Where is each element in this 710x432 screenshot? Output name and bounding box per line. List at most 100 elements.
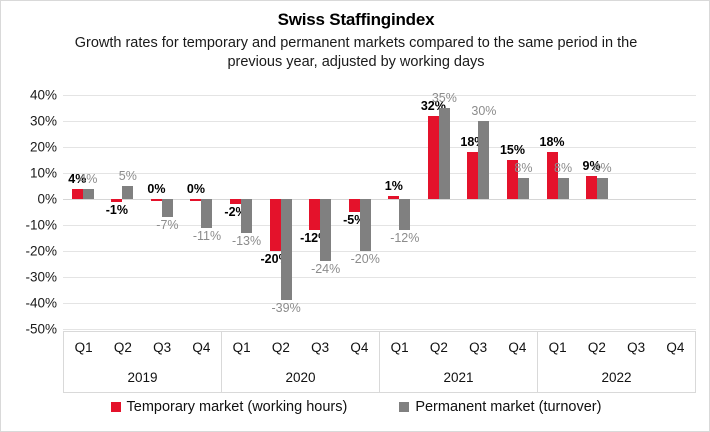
data-label-permanent: 4% <box>79 171 98 186</box>
bar-temporary[interactable] <box>388 196 400 199</box>
bar-temporary[interactable] <box>71 188 83 199</box>
data-label-permanent: -13% <box>231 233 262 248</box>
legend-swatch-permanent-icon <box>399 402 410 412</box>
bar-temporary[interactable] <box>506 160 518 199</box>
bar-permanent[interactable] <box>201 199 213 228</box>
x-axis-quarter-label: Q4 <box>666 339 685 355</box>
bar-temporary[interactable] <box>309 199 321 231</box>
gridline <box>63 173 696 174</box>
x-axis-year-label: 2019 <box>127 369 158 385</box>
y-axis-tick-label: 30% <box>29 113 57 129</box>
bar-permanent[interactable] <box>161 199 173 218</box>
bar-group: 0% -7% <box>142 95 182 329</box>
bar-group: 9% 8% <box>577 95 617 329</box>
bar-permanent[interactable] <box>122 186 134 199</box>
x-axis-quarter-label: Q1 <box>548 339 567 355</box>
x-axis-table: Q1 Q2 Q3 Q4 2019 Q1 Q2 Q3 Q4 2020 Q1 Q2 Q3 Q4 2021 Q1 Q2… <box>63 331 696 393</box>
bar-group: 32% 35% <box>419 91 459 329</box>
data-label-temporary: 18% <box>539 135 565 150</box>
bar-temporary[interactable] <box>427 115 439 199</box>
y-axis-tick-label: 20% <box>29 139 57 155</box>
bar-permanent[interactable] <box>359 199 371 251</box>
bar-permanent[interactable] <box>82 188 94 199</box>
x-axis-quarter-label: Q1 <box>390 339 409 355</box>
y-axis-tick-label: 10% <box>29 165 57 181</box>
bar-group <box>656 95 696 329</box>
x-axis-year-label: 2020 <box>285 369 316 385</box>
bar-group: 4% 4% <box>63 95 103 329</box>
year-block: Q1 Q2 Q3 Q4 2022 <box>538 332 695 392</box>
x-axis-quarter-label: Q3 <box>153 339 172 355</box>
quarter-row: Q1 Q2 Q3 Q4 <box>222 332 379 362</box>
x-axis-quarter-label: Q3 <box>311 339 330 355</box>
bar-temporary[interactable] <box>546 152 558 199</box>
data-label-permanent: -11% <box>192 228 222 243</box>
bar-group: -20% -39% <box>261 95 301 329</box>
gridline <box>63 251 696 252</box>
gridline <box>63 225 696 226</box>
quarter-row: Q1 Q2 Q3 Q4 <box>538 332 695 362</box>
y-axis-tick-label: -30% <box>25 269 57 285</box>
y-axis-tick-label: -50% <box>25 321 57 337</box>
bar-permanent[interactable] <box>478 121 490 199</box>
data-label-temporary: 0% <box>147 182 166 196</box>
x-axis-quarter-label: Q4 <box>350 339 369 355</box>
bar-temporary[interactable] <box>269 199 281 251</box>
year-block: Q1 Q2 Q3 Q4 2020 <box>222 332 380 392</box>
data-label-permanent: -20% <box>350 252 380 266</box>
bar-permanent[interactable] <box>557 178 569 199</box>
bar-temporary[interactable] <box>348 199 360 212</box>
bar-temporary[interactable] <box>111 199 123 202</box>
x-axis-quarter-label: Q4 <box>508 339 527 355</box>
legend-item-permanent[interactable]: Permanent market (turnover) <box>399 399 601 415</box>
gridline <box>63 121 696 122</box>
chart-legend: Temporary market (working hours) Permane… <box>1 399 710 415</box>
data-label-temporary: 15% <box>499 143 525 157</box>
gridline <box>63 199 696 200</box>
bar-group: 1% -12% <box>380 95 420 329</box>
data-label-temporary: 1% <box>384 179 403 194</box>
bar-permanent[interactable] <box>241 199 253 233</box>
bar-temporary[interactable] <box>586 175 598 199</box>
x-axis-quarter-label: Q2 <box>113 339 132 355</box>
x-axis-quarter-label: Q1 <box>74 339 93 355</box>
data-label-permanent: -12% <box>390 231 420 246</box>
data-label-permanent: -24% <box>311 262 341 277</box>
data-label-permanent: -7% <box>156 218 179 233</box>
bar-permanent[interactable] <box>438 108 450 199</box>
bar-temporary[interactable] <box>467 152 479 199</box>
y-axis-tick-label: -40% <box>25 295 57 311</box>
data-label-permanent: 8% <box>514 161 533 176</box>
bar-permanent[interactable] <box>320 199 332 262</box>
bar-group: -5% -20% <box>340 95 380 329</box>
x-axis-quarter-label: Q3 <box>469 339 488 355</box>
gridline <box>63 95 696 96</box>
gridline <box>63 147 696 148</box>
y-axis-tick-label: 40% <box>29 87 57 103</box>
y-axis-tick-label: 0% <box>37 191 57 207</box>
legend-item-temporary[interactable]: Temporary market (working hours) <box>110 399 348 415</box>
bar-permanent[interactable] <box>517 178 529 199</box>
bar-permanent[interactable] <box>399 199 411 231</box>
data-label-temporary: 0% <box>186 182 206 196</box>
plot-area: 4% 4% -1% 5% 0% -7% 0% -11% -2% -13% -20% -39% -12% -… <box>63 91 696 330</box>
bar-permanent[interactable] <box>597 178 609 199</box>
x-axis-quarter-label: Q4 <box>192 339 211 355</box>
gridline <box>63 303 696 304</box>
data-label-temporary: -1% <box>105 202 128 217</box>
bar-temporary[interactable] <box>150 199 162 201</box>
x-axis-quarter-label: Q2 <box>587 339 606 355</box>
gridline <box>63 277 696 278</box>
bar-permanent[interactable] <box>280 199 292 301</box>
data-label-permanent: 35% <box>431 91 457 105</box>
bar-group: -12% -24% <box>300 95 340 329</box>
bar-group: 18% 30% <box>459 95 499 329</box>
bar-temporary[interactable] <box>230 199 242 205</box>
chart-title: Swiss Staffingindex <box>277 10 435 29</box>
legend-label-temporary: Temporary market (working hours) <box>126 399 348 415</box>
bar-group: -2% -13% <box>221 95 261 329</box>
data-label-permanent: 8% <box>553 161 573 176</box>
x-axis-year-label: 2022 <box>601 369 632 385</box>
bar-temporary[interactable] <box>190 199 202 201</box>
gridline <box>63 329 696 330</box>
